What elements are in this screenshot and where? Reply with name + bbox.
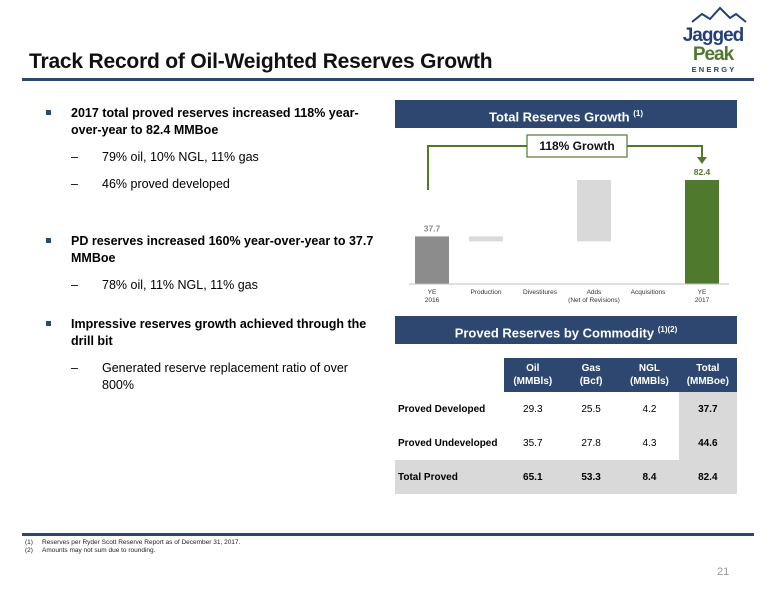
table-header-footnote-ref: (1)(2) — [657, 325, 678, 334]
cell-oil: 65.1 — [503, 460, 562, 494]
category-tick-label: Production — [470, 289, 501, 296]
footnote-number: (2) — [25, 547, 33, 554]
category-tick-label: 2017 — [695, 297, 710, 304]
cell-total: 44.6 — [678, 426, 737, 460]
column-header-ngl: NGL (MMBls) — [620, 358, 679, 392]
bullet-text: 2017 total proved reserves increased 118… — [71, 106, 359, 137]
category-tick-label: Divestitures — [523, 289, 558, 296]
cell-gas: 53.3 — [561, 460, 621, 494]
sub-bullet-text: Generated reserve replacement ratio of o… — [102, 361, 348, 392]
logo-text-peak: Peak — [693, 44, 735, 65]
category-tick-label: YE — [698, 289, 707, 296]
cell-total: 82.4 — [678, 460, 737, 494]
table-header-text: Proved Reserves by Commodity — [454, 325, 655, 341]
logo-text-energy: ENERGY — [692, 65, 737, 74]
bullet-square-icon — [46, 110, 51, 115]
reserves-table: Oil (MMBls) Gas (Bcf) NGL (MMBls) Total (MMB… — [395, 358, 737, 494]
bullet-text: PD reserves increased 160% year-over-yea… — [71, 234, 374, 265]
footer-divider — [22, 533, 754, 536]
footnote: (1) Reserves per Ryder Scott Reserve Repo… — [25, 539, 240, 546]
table-header: Proved Reserves by Commodity (1)(2) — [395, 316, 737, 344]
cell-oil: 29.3 — [523, 403, 543, 415]
bar-value-label: 82.4 — [694, 167, 711, 177]
bullet-item: PD reserves increased 160% year-over-yea… — [46, 233, 378, 267]
chart-bar — [469, 236, 503, 242]
dash-marker: – — [71, 278, 78, 292]
chart-bars — [415, 180, 719, 284]
sub-bullet-item: – 78% oil, 11% NGL, 11% gas — [46, 277, 378, 294]
dash-marker: – — [71, 361, 78, 375]
dash-marker: – — [71, 177, 78, 191]
bullet-square-icon — [46, 238, 51, 243]
bar-value-label: 37.7 — [424, 223, 441, 233]
column-header-oil: Oil (MMBls) — [503, 358, 562, 392]
bullet-group-2: PD reserves increased 160% year-over-yea… — [46, 233, 378, 294]
header-divider — [22, 78, 754, 81]
category-tick-label: Acquisitions — [631, 289, 666, 296]
category-tick-label: 2016 — [425, 297, 440, 304]
growth-arrowhead-icon — [697, 157, 707, 164]
category-tick-label: (Net of Revisions) — [568, 297, 620, 304]
bullet-square-icon — [46, 321, 51, 326]
cell-oil: 35.7 — [523, 437, 543, 449]
bullet-item: Impressive reserves growth achieved thro… — [46, 316, 378, 350]
table-corner-cell — [395, 358, 504, 392]
sub-bullet-text: 79% oil, 10% NGL, 11% gas — [102, 150, 259, 164]
cell-ngl: 4.3 — [642, 437, 657, 449]
bullet-group-1: 2017 total proved reserves increased 118… — [46, 105, 378, 193]
category-tick-label: Adds — [587, 289, 603, 296]
footnote: (2) Amounts may not sum due to rounding. — [25, 547, 155, 554]
row-label: Proved Undeveloped — [398, 437, 498, 449]
chart-header-text: Total Reserves Growth — [488, 109, 630, 125]
table-row: Proved Developed 29.3 25.5 4.2 37.7 — [395, 392, 737, 426]
chart-bar — [577, 180, 611, 242]
bullet-item: 2017 total proved reserves increased 118… — [46, 105, 378, 139]
cell-ngl: 8.4 — [620, 460, 679, 494]
cell-total: 37.7 — [678, 392, 737, 426]
row-label: Total Proved — [395, 460, 504, 494]
sub-bullet-text: 78% oil, 11% NGL, 11% gas — [102, 278, 258, 292]
column-header-gas: Gas (Bcf) — [561, 358, 621, 392]
mountain-outline-icon — [691, 6, 747, 23]
category-tick-label: YE — [428, 289, 437, 296]
bullet-text: Impressive reserves growth achieved thro… — [71, 317, 367, 348]
page-number: 21 — [717, 566, 730, 578]
chart-header-footnote-ref: (1) — [633, 109, 644, 118]
cell-gas: 25.5 — [581, 403, 601, 415]
chart-bar — [685, 180, 719, 284]
cell-ngl: 4.2 — [642, 403, 657, 415]
logo-text-jagged: Jagged — [683, 25, 744, 46]
table-header-row: Oil (MMBls) Gas (Bcf) NGL (MMBls) Total (MMB… — [395, 358, 737, 392]
column-header-total: Total (MMBoe) — [678, 358, 737, 392]
growth-annotation-text: 118% Growth — [539, 139, 614, 153]
table-total-row: Total Proved 65.1 53.3 8.4 82.4 — [395, 460, 737, 494]
cell-gas: 27.8 — [581, 437, 601, 449]
sub-bullet-text: 46% proved developed — [102, 177, 230, 191]
sub-bullet-item: – 79% oil, 10% NGL, 11% gas — [46, 149, 378, 166]
bullet-group-3: Impressive reserves growth achieved thro… — [46, 316, 378, 394]
chart-header: Total Reserves Growth (1) — [395, 100, 737, 128]
sub-bullet-item: – Generated reserve replacement ratio of … — [46, 360, 378, 394]
footnote-number: (1) — [25, 539, 33, 546]
row-label: Proved Developed — [398, 403, 486, 415]
growth-annotation-box — [526, 134, 628, 158]
jagged-peak-logo: Jagged Peak ENERGY — [683, 6, 747, 74]
chart-bar — [415, 236, 449, 284]
footnote-text: Amounts may not sum due to rounding. — [42, 547, 156, 554]
footnote-text: Reserves per Ryder Scott Reserve Report … — [42, 539, 241, 546]
page-title: Track Record of Oil-Weighted Reserves Gr… — [29, 50, 493, 73]
table-row: Proved Undeveloped 35.7 27.8 4.3 44.6 — [395, 426, 737, 460]
sub-bullet-item: – 46% proved developed — [46, 176, 378, 193]
dash-marker: – — [71, 150, 78, 164]
